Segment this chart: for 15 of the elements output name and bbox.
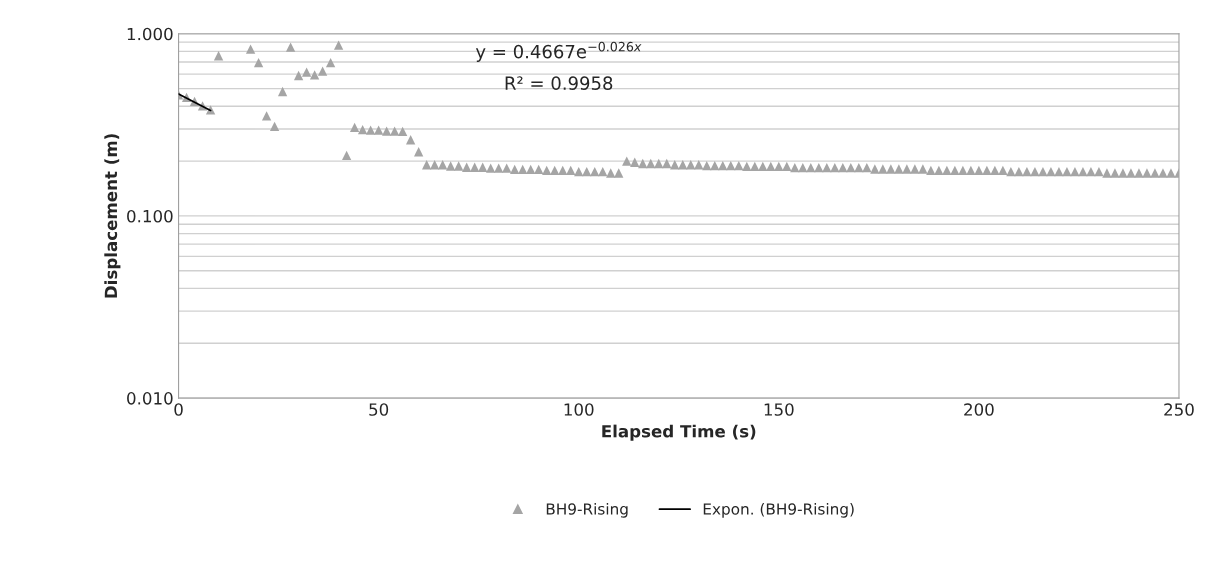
y-axis-title: Displacement (m): [104, 134, 121, 298]
annotation: y = 0.4667e$^{−0.026x}$: [475, 41, 642, 62]
x-tick-label: 100: [564, 403, 594, 416]
x-axis-title: Elapsed Time (s): [602, 424, 756, 441]
y-tick-label: 0.100: [127, 209, 173, 223]
x-tick-label: 250: [1164, 403, 1194, 416]
y-tick-label: 0.010: [127, 392, 173, 405]
x-tick-label: 200: [964, 403, 994, 416]
legend-label: Expon. (BH9-Rising): [703, 502, 854, 518]
x-tick-label: 50: [369, 403, 389, 416]
x-tick-label: 150: [764, 403, 794, 416]
annotation: R² = 0.9958: [505, 76, 613, 90]
x-tick-label: 0: [174, 403, 183, 416]
y-tick-label: 1.000: [127, 27, 173, 41]
legend-label: BH9-Rising: [546, 502, 628, 518]
